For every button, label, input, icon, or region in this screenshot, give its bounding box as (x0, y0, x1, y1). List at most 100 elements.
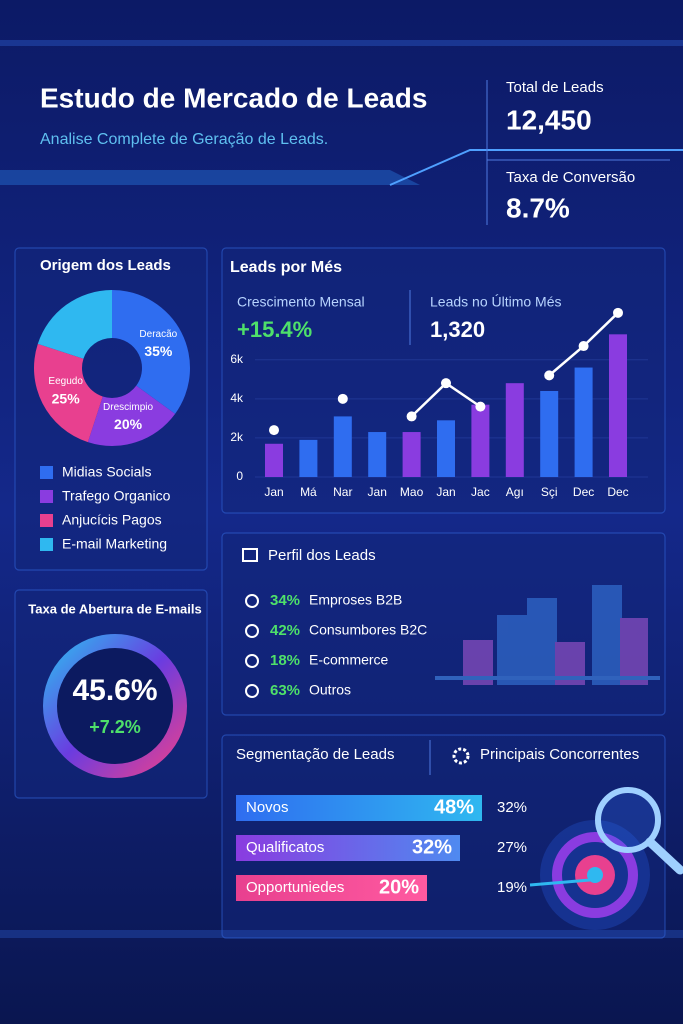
profile-label: Outros (309, 682, 351, 698)
chart-title: Leads por Més (230, 259, 342, 276)
segment-label: Qualificatos (246, 839, 324, 856)
section-title: Principais Concorrentes (480, 746, 639, 763)
bar (333, 416, 352, 477)
line-point (441, 378, 451, 389)
gauge-value: 45.6% (72, 674, 157, 707)
stat-value: +15.4% (237, 317, 312, 342)
donut-slice (33, 343, 103, 443)
slice-label: Deracão (139, 329, 177, 340)
bar (265, 443, 283, 477)
target-icon (529, 787, 683, 930)
bar (299, 439, 318, 477)
bar (609, 334, 627, 477)
legend-label: Trafego Organico (62, 488, 171, 504)
x-tick-label: Má (300, 485, 317, 499)
title: Estudo de Mercado de Leads (40, 82, 427, 113)
x-tick-label: Nar (333, 485, 352, 499)
donut-slice (112, 290, 191, 414)
kpi-label: Taxa de Conversão (506, 169, 635, 186)
profile-pct: 34% (270, 592, 300, 609)
competitor-value: 27% (497, 839, 527, 856)
legend-label: E-mail Marketing (62, 536, 167, 552)
icon (242, 548, 258, 562)
x-tick-label: Dec (607, 485, 628, 499)
decor-bars (435, 585, 660, 685)
legend-swatch (40, 514, 53, 527)
bar (574, 367, 593, 477)
legend-label: Midias Socials (62, 464, 151, 480)
subtitle: Analise Complete de Geração de Leads. (40, 131, 328, 148)
segment-value: 48% (434, 796, 474, 818)
gear-icon (452, 747, 470, 765)
header-line (389, 149, 683, 186)
top-stripe (0, 40, 683, 46)
segment-label: Opportuniedes (246, 879, 344, 896)
bar (505, 383, 524, 477)
y-tick-label: 2k (230, 430, 244, 444)
legend-swatch (40, 466, 53, 479)
segment-label: Novos (246, 799, 289, 816)
slice-label: Drescimpio (103, 402, 153, 413)
x-tick-label: Jan (264, 485, 283, 499)
profile-pct: 63% (270, 682, 300, 699)
bar (437, 420, 455, 477)
y-tick-label: 0 (236, 469, 243, 483)
line-point (475, 401, 486, 412)
section-title: Perfil dos Leads (268, 547, 376, 564)
segment-bar (236, 795, 482, 821)
line-point (544, 370, 555, 381)
bar (402, 432, 421, 477)
icon (245, 594, 259, 608)
bottom-stripe (0, 930, 683, 938)
chart-title: Origem dos Leads (40, 257, 171, 274)
gauge-delta: +7.2% (89, 717, 141, 737)
line-point (613, 307, 623, 318)
stat-label: Crescimento Mensal (237, 294, 365, 310)
legend-swatch (40, 490, 53, 503)
slice-value: 25% (52, 390, 81, 406)
ring (43, 634, 187, 778)
stat-label: Leads no Último Més (430, 294, 562, 310)
x-tick-label: Jan (436, 485, 455, 499)
bar (471, 404, 490, 477)
slice-value: 20% (114, 416, 143, 432)
icon (245, 624, 259, 638)
y-tick-label: 6k (230, 352, 244, 366)
stat-value: 1,320 (430, 317, 485, 342)
slice-label: Eegudo (48, 376, 83, 387)
section-title: Segmentação de Leads (236, 746, 394, 763)
header-stripe (0, 170, 420, 185)
segment-value: 20% (379, 876, 419, 898)
profile-label: E-commerce (309, 652, 389, 668)
kpi-label: Total de Leads (506, 79, 604, 96)
x-tick-label: Agı (506, 485, 524, 499)
legend-label: Anjucícis Pagos (62, 512, 162, 528)
line-point (269, 425, 279, 436)
x-tick-label: Mao (400, 485, 424, 499)
competitor-value: 32% (497, 799, 527, 816)
slice-value: 35% (144, 343, 173, 359)
x-tick-label: Jan (368, 485, 387, 499)
x-tick-label: Dec (573, 485, 594, 499)
line-point (406, 411, 417, 422)
kpi-value: 12,450 (506, 104, 592, 135)
donut-slice (37, 290, 112, 359)
x-tick-label: Sçi (541, 485, 558, 499)
segment-value: 32% (412, 836, 452, 858)
section-title: Taxa de Abertura de E-mails (28, 601, 201, 616)
segment-bar (236, 875, 427, 901)
profile-pct: 42% (270, 622, 300, 639)
icon (245, 654, 259, 668)
legend-swatch (40, 538, 53, 551)
line-point (337, 393, 348, 404)
donut-slice (87, 385, 176, 446)
profile-pct: 18% (270, 652, 300, 669)
kpi-value: 8.7% (506, 192, 570, 223)
x-tick-label: Jac (471, 485, 490, 499)
line-point (578, 341, 589, 352)
segment-bar (236, 835, 460, 861)
y-tick-label: 4k (230, 391, 244, 405)
competitor-value: 19% (497, 879, 527, 896)
bar (540, 391, 559, 477)
